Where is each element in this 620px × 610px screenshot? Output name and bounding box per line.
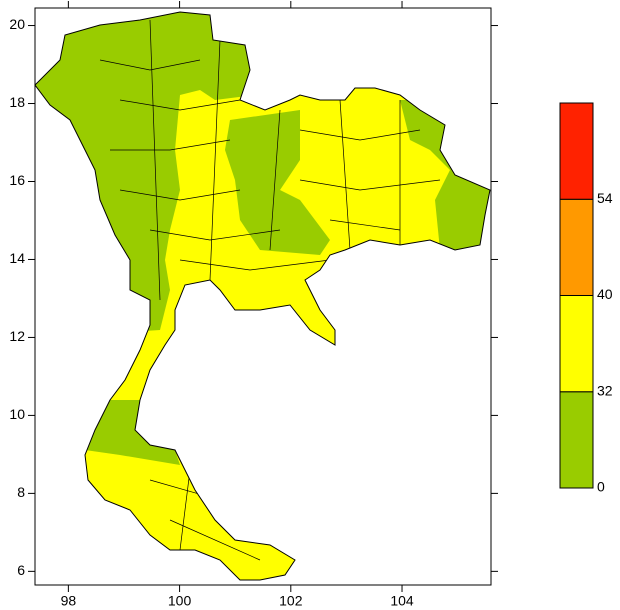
y-tick-label: 10	[9, 406, 25, 422]
coastline	[34, 11, 491, 581]
legend-label: 40	[597, 286, 613, 302]
legend-band	[559, 391, 594, 489]
y-tick-label: 8	[17, 484, 25, 500]
legend-band	[559, 295, 594, 393]
legend-label: 32	[597, 382, 613, 398]
x-tick-label: 98	[61, 593, 77, 609]
legend-label: 54	[597, 190, 613, 206]
x-tick-label: 102	[279, 593, 303, 609]
y-tick-label: 18	[9, 94, 25, 110]
y-tick-label: 16	[9, 172, 25, 188]
x-tick-label: 100	[168, 593, 192, 609]
y-tick-label: 12	[9, 328, 25, 344]
x-tick-label: 104	[390, 593, 414, 609]
legend-band	[559, 198, 594, 296]
legend-label: 0	[597, 479, 605, 495]
y-tick-label: 6	[17, 562, 25, 578]
legend-band	[559, 102, 594, 200]
region	[85, 400, 180, 465]
y-tick-label: 14	[9, 250, 25, 266]
y-tick-label: 20	[9, 16, 25, 32]
region	[225, 110, 330, 255]
